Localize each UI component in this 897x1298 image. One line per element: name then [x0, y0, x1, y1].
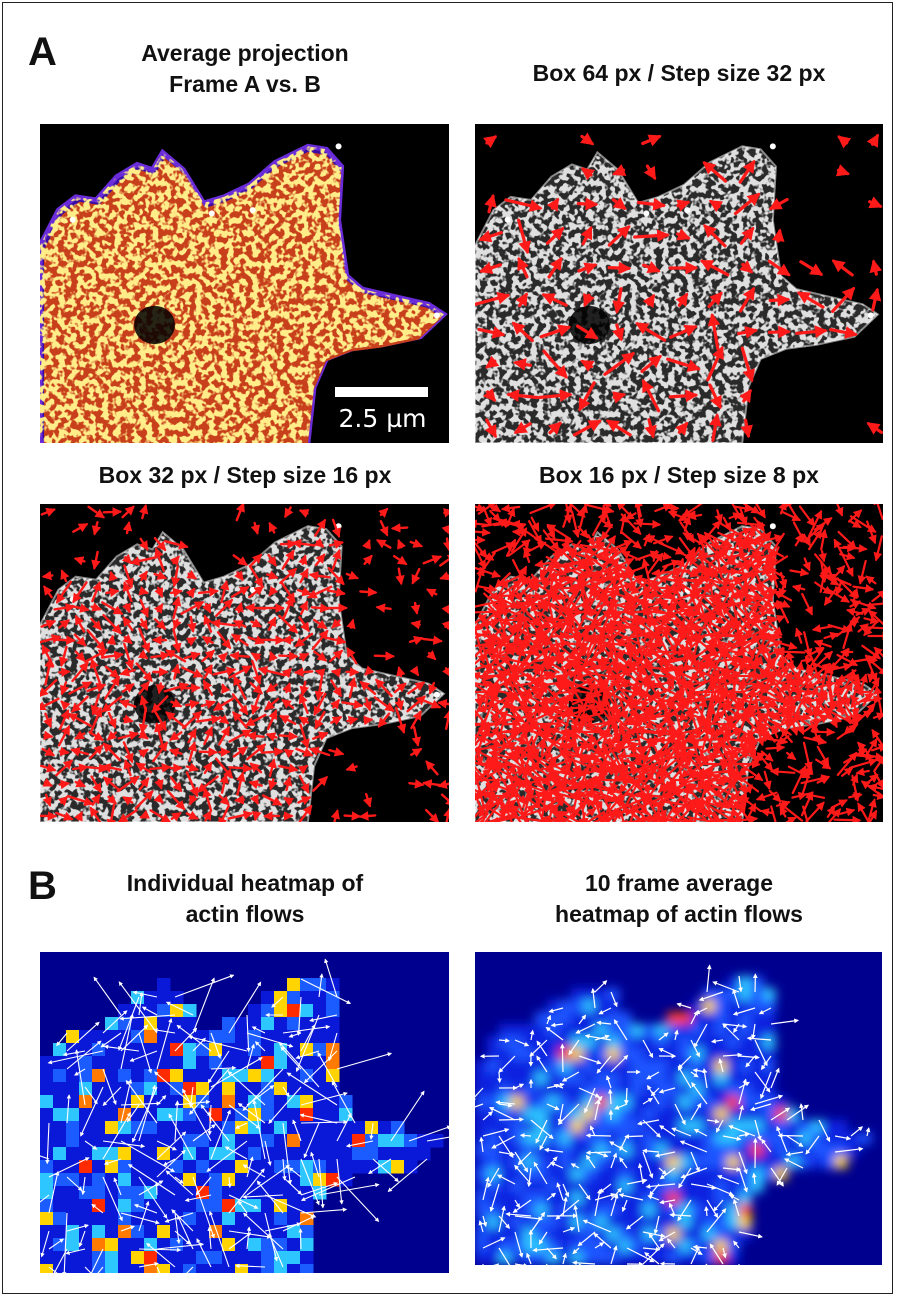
- average-projection-title: Average projection Frame A vs. B: [40, 38, 450, 100]
- scale-bar: [335, 387, 428, 397]
- average-projection-title-line2: Frame A vs. B: [169, 71, 321, 97]
- individual-heatmap-title-line2: actin flows: [185, 901, 305, 927]
- box16-vector-image: [475, 504, 883, 822]
- individual-heatmap-image: [40, 952, 449, 1273]
- panel-a-letter: A: [28, 30, 57, 74]
- panel-b-letter: B: [28, 864, 57, 908]
- box32-title: Box 32 px / Step size 16 px: [98, 462, 392, 488]
- box64-vector-image: [475, 124, 883, 443]
- box16-title: Box 16 px / Step size 8 px: [539, 462, 819, 488]
- box32-vector-image: [40, 504, 449, 822]
- average-projection-image: 2.5 µm: [40, 124, 449, 443]
- individual-heatmap-svg: [40, 958, 449, 1273]
- average-heatmap-title: 10 frame average heatmap of actin flows: [474, 868, 884, 930]
- average-heatmap-title-line1: 10 frame average: [585, 870, 773, 896]
- box16-vector-svg: [475, 504, 883, 822]
- average-heatmap-image: [475, 952, 882, 1265]
- individual-heatmap-title-line1: Individual heatmap of: [126, 870, 364, 896]
- box64-vector-svg: [475, 132, 883, 443]
- average-heatmap-svg: [475, 964, 872, 1265]
- scale-bar-label: 2.5 µm: [338, 404, 427, 433]
- average-projection-title-line1: Average projection: [141, 40, 349, 66]
- individual-heatmap-title: Individual heatmap of actin flows: [40, 868, 450, 930]
- average-heatmap-title-line2: heatmap of actin flows: [555, 901, 803, 927]
- box32-vector-svg: [40, 504, 449, 822]
- box64-title: Box 64 px / Step size 32 px: [532, 60, 826, 86]
